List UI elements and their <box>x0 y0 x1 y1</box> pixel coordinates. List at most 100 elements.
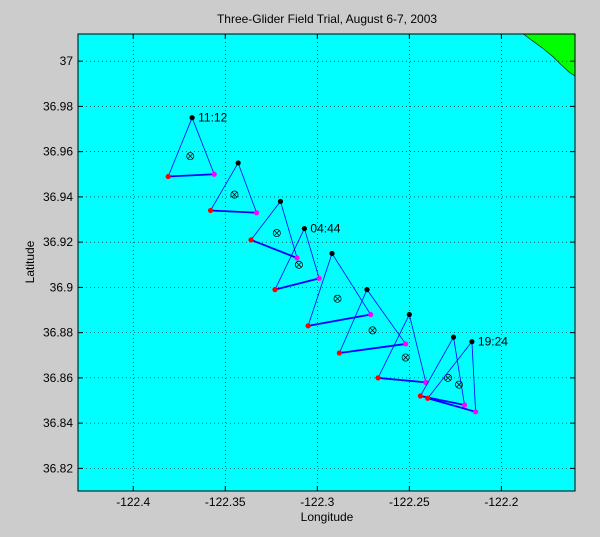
glider-a-point <box>329 250 335 257</box>
triangle-edge <box>307 253 333 326</box>
plot-background <box>78 34 575 491</box>
glider-b-point <box>336 350 342 356</box>
glider-c-point <box>368 311 374 318</box>
x-tick-label: -122.3 <box>300 495 334 509</box>
glider-a-point <box>364 287 370 293</box>
glider-c-point <box>316 275 322 281</box>
plot-border <box>77 33 576 492</box>
centroid-marker <box>455 380 463 389</box>
y-tick-label: 36.82 <box>43 461 73 475</box>
triangle-edge <box>304 228 320 279</box>
glider-b-point <box>305 323 311 329</box>
centroid-marker <box>401 353 410 362</box>
glider-a-point <box>469 339 475 345</box>
glider-a-point <box>406 311 412 318</box>
centroid-marker <box>294 260 303 269</box>
y-tick-label: 36.84 <box>43 416 73 430</box>
triangle-base-edge <box>307 313 371 327</box>
glider-b-point <box>425 395 431 401</box>
triangle-edge <box>167 117 193 177</box>
glider-a-point <box>235 160 241 166</box>
centroid-cross <box>402 354 409 361</box>
centroid-cross <box>274 230 280 236</box>
formation <box>248 198 300 261</box>
triangle-edge <box>471 341 476 412</box>
centroid-marker <box>444 373 452 382</box>
y-tick-label: 36.88 <box>43 326 73 340</box>
triangle-base-edge <box>339 343 406 354</box>
formation: 04:44 <box>272 222 341 293</box>
x-tick-label: -122.25 <box>389 495 430 509</box>
triangle-edge <box>339 289 368 354</box>
glider-a-point <box>301 225 308 232</box>
centroid-marker <box>230 190 239 199</box>
time-annotation: 19:24 <box>478 335 508 349</box>
triangle-edge <box>210 162 239 211</box>
centroid-cross <box>456 381 462 388</box>
glider-b-point <box>165 173 171 180</box>
time-annotation: 11:12 <box>198 111 227 125</box>
formation: 11:12 <box>165 111 228 180</box>
centroid-marker <box>368 326 377 335</box>
y-tick-label: 36.92 <box>43 235 73 249</box>
y-tick-label: 36.96 <box>43 145 73 159</box>
triangle-base-edge <box>210 209 257 214</box>
triangle-edge <box>420 336 454 397</box>
centroid-cross <box>231 191 238 198</box>
triangle-base-edge <box>427 397 476 413</box>
triangle-edge <box>377 314 410 379</box>
time-annotation: 04:44 <box>310 222 340 236</box>
glider-b-point <box>248 237 254 243</box>
centroid-cross <box>334 295 341 302</box>
triangle-base-edge <box>250 239 298 259</box>
triangle-edge <box>331 253 372 315</box>
x-tick-label: -122.35 <box>205 495 246 509</box>
triangle-edge <box>453 337 465 406</box>
y-tick-label: 36.86 <box>43 371 73 385</box>
land-polygon <box>522 34 575 77</box>
x-tick-label: -122.2 <box>484 495 518 509</box>
centroid-marker <box>272 229 281 238</box>
y-tick-label: 37 <box>60 54 74 68</box>
formation: 19:24 <box>425 335 508 415</box>
centroid-cross <box>445 375 451 381</box>
x-tick-label: -122.4 <box>116 495 150 509</box>
glider-c-point <box>403 341 409 347</box>
chart-title: Three-Glider Field Trial, August 6-7, 20… <box>217 12 437 26</box>
y-tick-label: 36.98 <box>43 99 73 113</box>
y-tick-label: 36.9 <box>50 280 74 294</box>
centroid-marker <box>186 152 195 161</box>
y-axis-label: Latitude <box>23 240 37 283</box>
glider-b-point <box>375 375 381 381</box>
triangle-edge <box>250 201 281 241</box>
triangle-base-edge <box>168 173 215 178</box>
triangle-base-edge <box>377 376 426 384</box>
glider-c-point <box>473 409 479 415</box>
glider-c-point <box>461 402 468 408</box>
glider-c-point <box>211 171 217 177</box>
triangle-base-edge <box>274 277 320 291</box>
glider-a-point <box>277 198 284 205</box>
y-tick-label: 36.94 <box>43 190 73 204</box>
triangle-edge <box>237 162 257 213</box>
x-axis-label: Longitude <box>301 510 354 524</box>
formation <box>305 250 374 329</box>
centroid-marker <box>333 294 342 303</box>
glider-b-point <box>207 207 214 214</box>
formation <box>375 311 429 386</box>
centroid-cross <box>187 153 194 159</box>
glider-b-point <box>417 393 423 399</box>
centroid-cross <box>296 262 302 268</box>
triangle-edge <box>280 201 298 259</box>
centroid-cross <box>369 327 376 334</box>
glider-a-point <box>189 115 195 121</box>
triangle-edge <box>274 228 305 290</box>
plot-area: 11:12 04:44 19:24 -122.4 -122.35 -122.3 -122.2… <box>43 33 576 509</box>
triangle-edge <box>427 341 473 399</box>
glider-a-point <box>450 334 457 340</box>
triangle-edge <box>408 314 427 383</box>
glider-c-point <box>253 210 260 216</box>
glider-b-point <box>272 287 278 293</box>
triangle-edge <box>191 117 215 175</box>
